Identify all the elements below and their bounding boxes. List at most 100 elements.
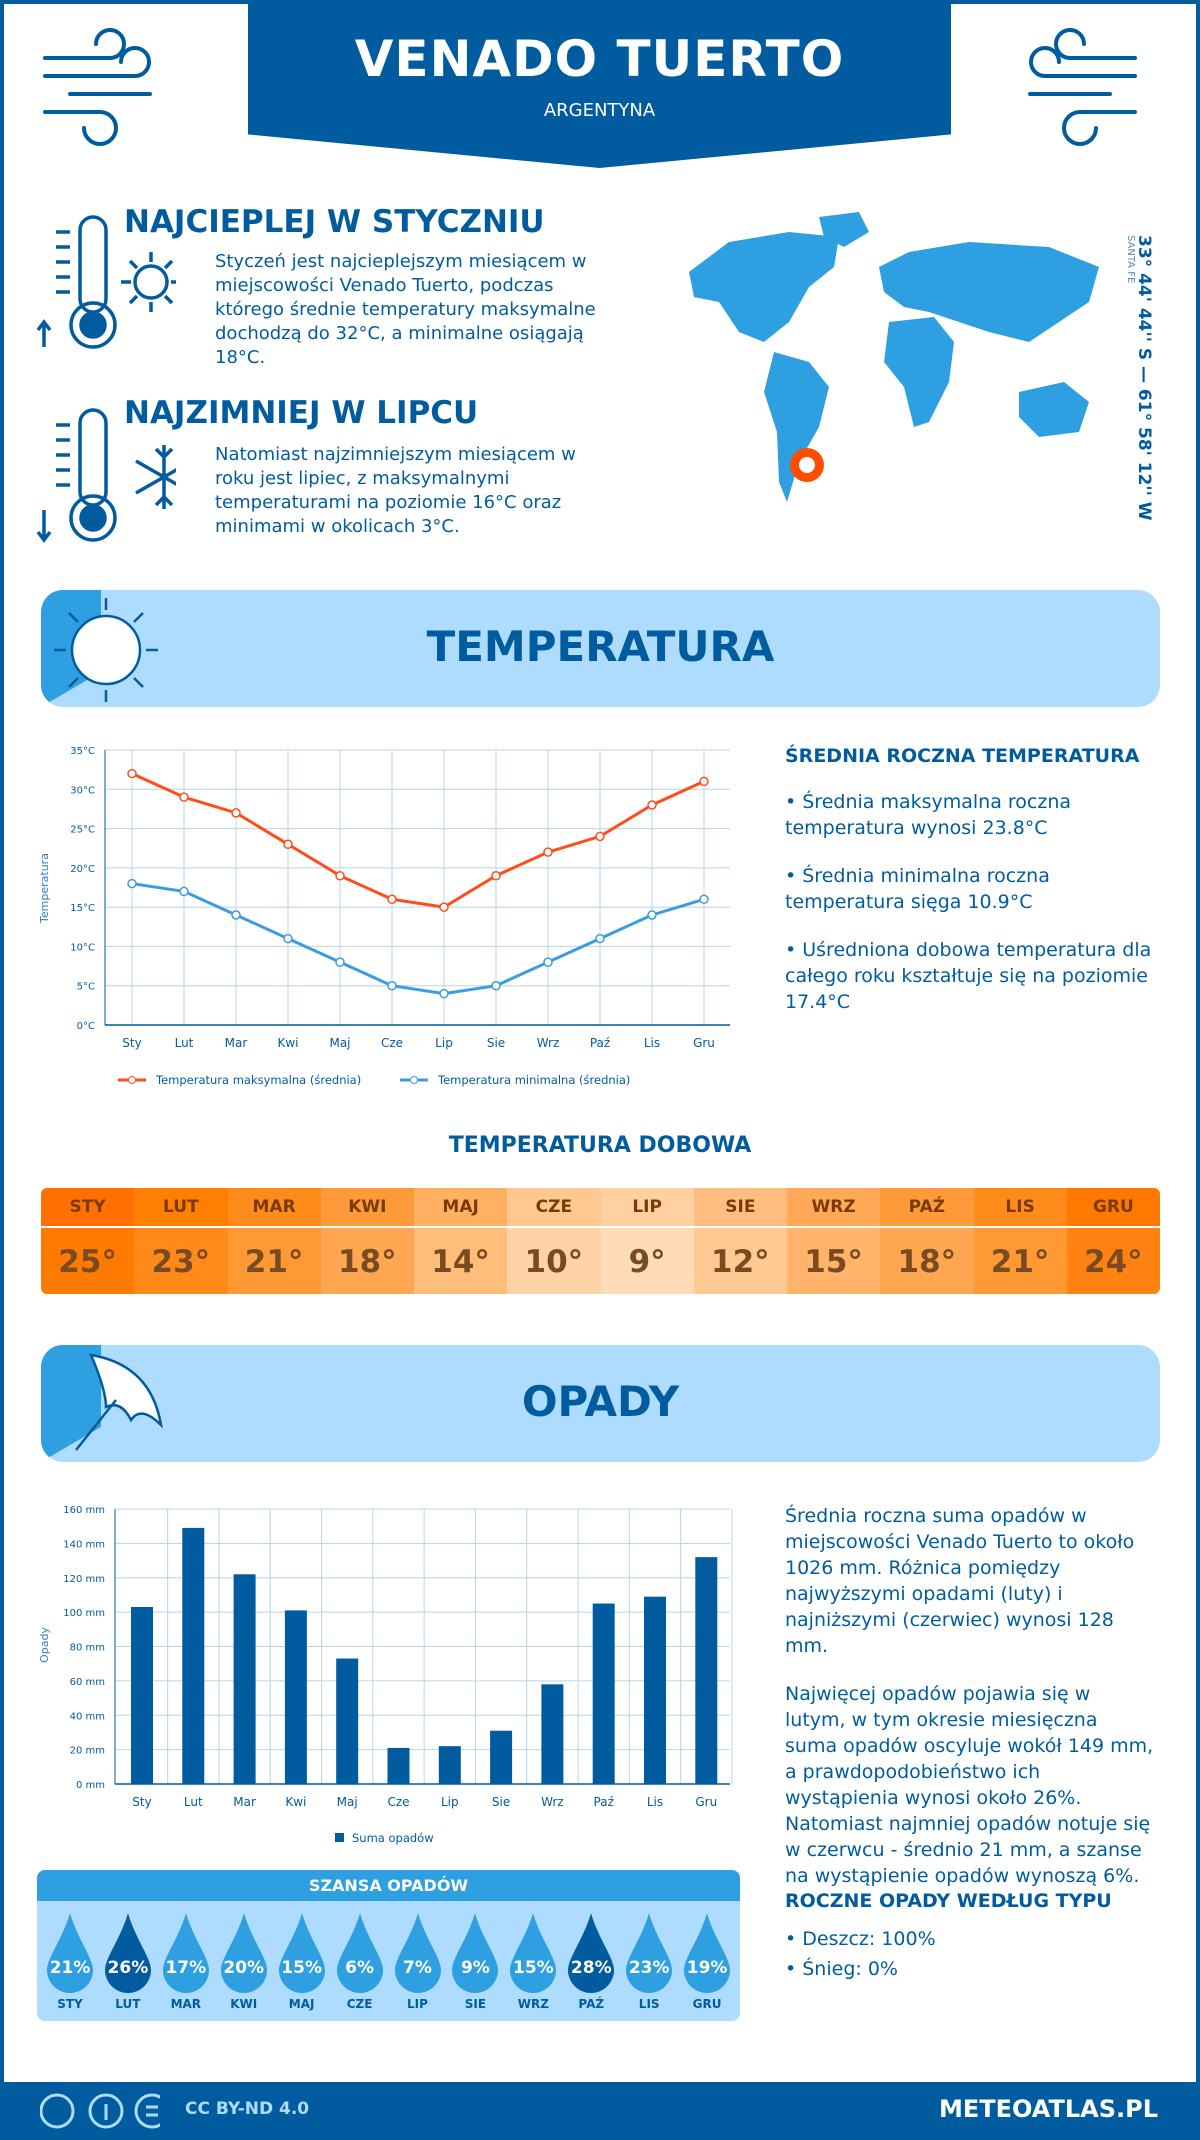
precip-chance-item: 17% MAR — [157, 1901, 215, 2021]
bar — [490, 1730, 513, 1784]
y-tick-label: 0 mm — [76, 1780, 105, 1791]
data-point — [127, 878, 137, 889]
daily-month: STY — [41, 1188, 135, 1226]
temperature-banner: TEMPERATURA — [41, 590, 1160, 707]
y-tick-label: 40 mm — [70, 1711, 105, 1722]
bar — [233, 1574, 256, 1784]
x-tick-label: Cze — [381, 1036, 403, 1050]
precip-chance-item: 19% GRU — [678, 1901, 736, 2021]
chance-value: 23% — [628, 1958, 670, 1978]
daily-value: 25° — [41, 1226, 135, 1294]
legend-label: Temperatura maksymalna (średnia) — [155, 1073, 361, 1087]
bar — [695, 1557, 718, 1784]
precip-text-1: Średnia roczna suma opadów w miejscowośc… — [785, 1505, 1135, 1657]
chance-month: CZE — [346, 1997, 373, 2011]
data-point — [543, 847, 553, 857]
chance-month: LUT — [115, 1997, 141, 2011]
bar — [336, 1658, 359, 1784]
daily-temperature-table: STY 25° LUT 23° MAR 21° KWI 18° MAJ 14° CZE 10° LIP 9… — [41, 1188, 1160, 1294]
x-tick-label: Sie — [487, 1036, 505, 1050]
precip-type-title: ROCZNE OPADY WEDŁUG TYPU — [785, 1890, 1112, 1912]
bar — [387, 1747, 410, 1784]
x-tick-label: Wrz — [537, 1036, 560, 1050]
raindrop-icon — [394, 1913, 441, 1993]
daily-month: LIS — [973, 1188, 1067, 1226]
daily-month: WRZ — [787, 1188, 881, 1226]
daily-cell: GRU 24° — [1066, 1188, 1160, 1294]
summary-avg: • Uśredniona dobowa temperatura dla całe… — [785, 939, 1152, 1013]
raindrop-icon — [47, 1913, 93, 1993]
daily-cell: CZE 10° — [507, 1188, 601, 1294]
header-banner: VENADO TUERTO ARGENTYNA — [248, 0, 951, 168]
y-tick-label: 30°C — [70, 785, 95, 796]
daily-cell: PAŹ 18° — [880, 1188, 974, 1294]
daily-cell: SIE 12° — [693, 1188, 787, 1294]
x-tick-label: Mar — [225, 1036, 248, 1050]
y-axis-label: Temperatura — [38, 853, 51, 924]
x-tick-label: Maj — [337, 1795, 358, 1809]
sun-icon — [54, 598, 158, 702]
brand-link[interactable]: METEOATLAS.PL — [938, 2095, 1158, 2123]
daily-value: 23° — [134, 1226, 228, 1294]
legend-marker — [128, 1076, 136, 1084]
x-tick-label: Lut — [184, 1795, 203, 1809]
x-tick-label: Lut — [175, 1036, 194, 1050]
raindrop-icon — [162, 1913, 209, 1993]
x-tick-label: Wrz — [541, 1795, 564, 1809]
precip-type-rain: • Deszcz: 100% — [785, 1928, 936, 1950]
temperature-summary: ŚREDNIA ROCZNA TEMPERATURA • Średnia mak… — [785, 745, 1165, 1037]
bar — [182, 1527, 205, 1784]
y-tick-label: 5°C — [77, 982, 95, 993]
chance-value: 20% — [223, 1958, 265, 1978]
chance-value: 15% — [281, 1958, 322, 1978]
y-tick-label: 10°C — [70, 942, 95, 953]
daily-value: 10° — [507, 1226, 601, 1294]
daily-value: 12° — [693, 1226, 787, 1294]
raindrop-icon — [220, 1913, 267, 1993]
chance-month: GRU — [692, 1997, 722, 2011]
legend-swatch — [335, 1833, 344, 1842]
x-tick-label: Paź — [590, 1036, 610, 1050]
daily-cell: STY 25° — [41, 1188, 135, 1294]
chance-value: 15% — [512, 1958, 554, 1978]
bar — [438, 1746, 461, 1784]
precip-type: ROCZNE OPADY WEDŁUG TYPU • Deszcz: 100% … — [785, 1890, 1155, 2004]
daily-value: 14° — [414, 1226, 508, 1294]
daily-value: 9° — [600, 1226, 694, 1294]
data-point — [543, 957, 553, 967]
daily-value: 21° — [973, 1226, 1067, 1294]
daily-value: 18° — [880, 1226, 974, 1294]
chance-value: 26% — [107, 1958, 149, 1978]
x-tick-label: Sty — [122, 1036, 141, 1050]
warmest-text: Styczeń jest najcieplejszym miesiącem w … — [215, 251, 596, 368]
precip-heading: OPADY — [521, 1377, 680, 1426]
chance-value: 7% — [403, 1958, 432, 1978]
precip-chance-item: 21% STY — [41, 1901, 99, 2021]
data-point — [595, 933, 605, 944]
bar — [541, 1684, 564, 1784]
data-point — [439, 988, 449, 999]
thermometer-hot-icon — [36, 215, 176, 349]
bar — [284, 1610, 307, 1784]
precip-summary: Średnia roczna suma opadów w miejscowośc… — [785, 1503, 1155, 1911]
data-point — [231, 910, 241, 920]
coordinates-block: 33° 44' 44'' S — 61° 58' 12'' W SANTA FE — [1125, 235, 1156, 521]
y-tick-label: 25°C — [70, 825, 95, 836]
daily-value: 18° — [320, 1226, 414, 1294]
bar — [644, 1596, 666, 1784]
country-subtitle: ARGENTYNA — [543, 100, 656, 121]
city-title: VENADO TUERTO — [354, 30, 845, 88]
bar — [592, 1603, 615, 1784]
footer: CC BY-ND 4.0 METEOATLAS.PL — [0, 2082, 1200, 2140]
precip-type-snow: • Śnieg: 0% — [785, 1958, 898, 1980]
summary-min: • Średnia minimalna roczna temperatura s… — [785, 865, 1050, 913]
coldest-title: NAJZIMNIEJ W LIPCU — [124, 395, 479, 431]
data-point — [179, 886, 189, 897]
x-tick-label: Kwi — [277, 1036, 298, 1050]
x-tick-label: Lip — [435, 1036, 453, 1050]
daily-month: LUT — [134, 1188, 228, 1226]
raindrop-icon — [684, 1913, 731, 1993]
license-text: CC BY-ND 4.0 — [185, 2099, 310, 2119]
y-tick-label: 100 mm — [63, 1608, 105, 1619]
x-tick-label: Maj — [329, 1036, 350, 1050]
